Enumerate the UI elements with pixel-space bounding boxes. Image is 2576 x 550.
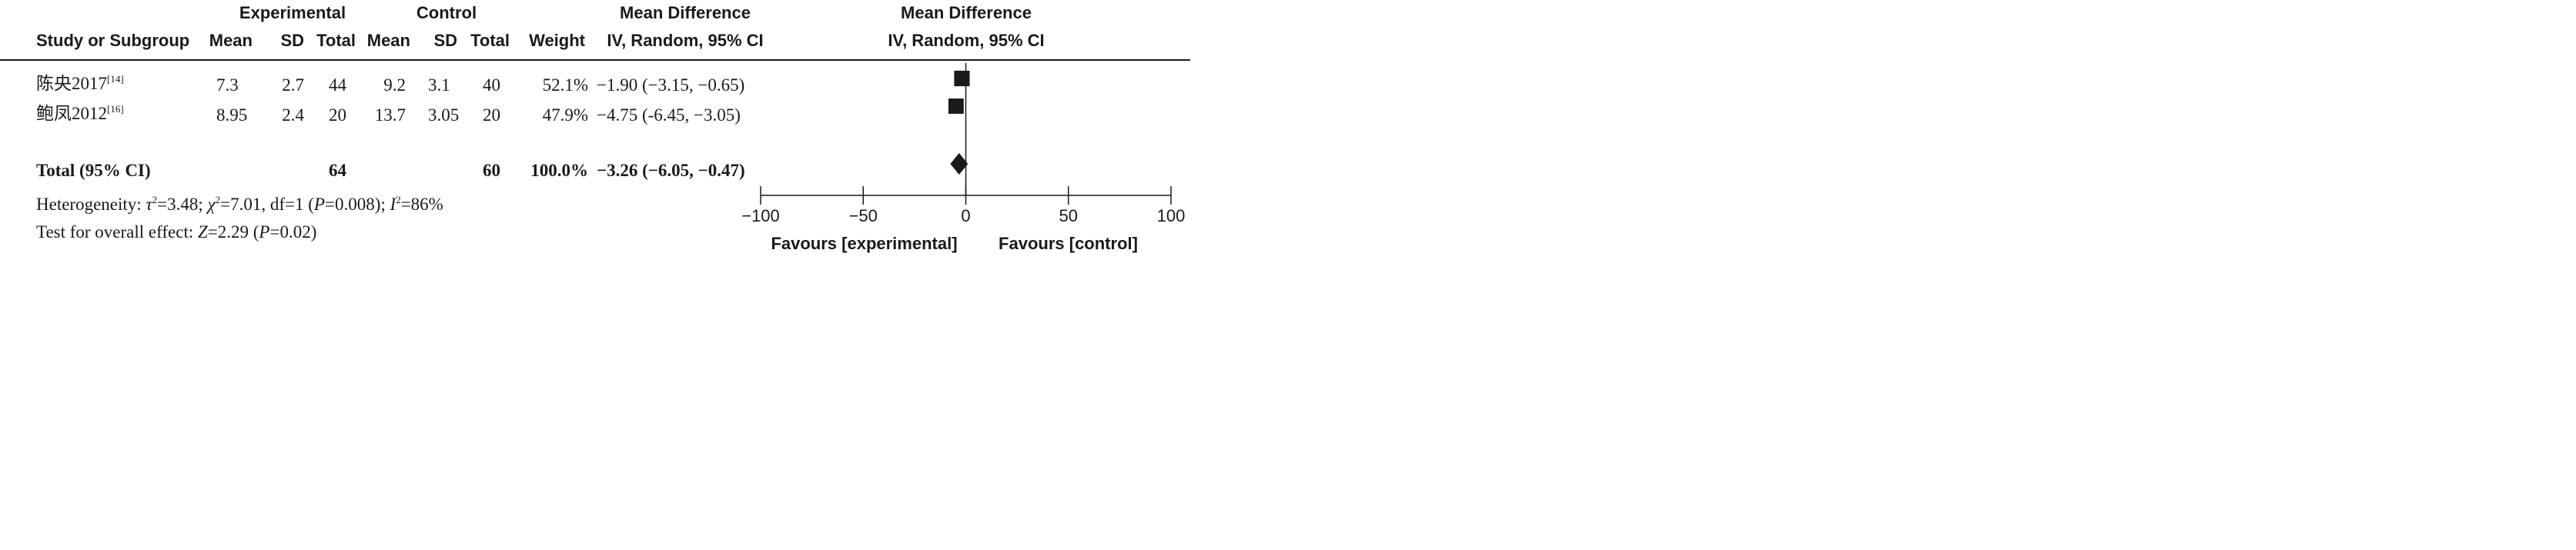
favours-left-label: Favours [experimental] [771,234,958,253]
forest-plot-figure: Experimental Control Mean Difference Mea… [0,0,1190,254]
weight-column-header: Weight [529,31,585,50]
overall-effect-text: Test for overall effect: Z=2.29 (P=0.02) [36,222,317,242]
study-effect-marker [954,70,970,87]
effect-header-right: Mean Difference [901,3,1032,22]
pooled-effect-diamond [950,153,969,175]
x-axis-tick-label: 50 [1059,206,1078,225]
sd1-column-header: SD [280,31,304,50]
study-sd2: 3.05 [428,105,460,125]
study-sd2: 3.1 [428,75,450,95]
study-mean1: 7.3 [216,75,239,95]
total1-column-header: Total [316,31,356,50]
study-name: 鲍凤2012[16] [36,103,124,123]
study-mean1: 8.95 [216,105,248,125]
total-control: 60 [483,161,500,180]
x-axis-tick-label: 0 [961,206,970,225]
study-total1: 20 [329,105,346,125]
study-weight: 47.9% [542,105,588,125]
total-label: Total (95% CI) [36,161,151,180]
mean1-column-header: Mean [209,31,253,50]
x-axis-tick-label: −100 [741,206,780,225]
method-column-header-left: IV, Random, 95% CI [607,31,764,50]
heterogeneity-text: Heterogeneity: τ2=3.48; χ2=7.01, df=1 (P… [36,194,443,214]
study-name: 陈央2017[14] [36,73,124,93]
x-axis-tick-label: 100 [1157,206,1186,225]
favours-right-label: Favours [control] [999,234,1138,253]
total-ci: −3.26 (−6.05, −0.47) [597,161,745,180]
study-ci: −4.75 (-6.45, −3.05) [597,105,741,125]
study-weight: 52.1% [542,75,588,95]
study-total2: 20 [483,105,500,125]
study-sd1: 2.4 [282,105,304,125]
study-effect-marker [948,98,964,114]
x-axis-tick-label: −50 [849,206,878,225]
control-group-header: Control [416,3,477,22]
experimental-group-header: Experimental [239,3,346,22]
study-total2: 40 [483,75,500,95]
study-mean2: 13.7 [374,105,406,125]
mean2-column-header: Mean [366,31,410,50]
method-column-header-right: IV, Random, 95% CI [888,31,1045,50]
study-reference: [14] [107,73,124,85]
total-experimental: 64 [329,161,346,180]
total-weight: 100.0% [530,161,588,180]
forest-plot-marks: −100 −50 0 50 100 [741,63,1185,225]
study-sd1: 2.7 [282,75,304,95]
study-reference: [16] [107,103,124,115]
effect-header-left: Mean Difference [620,3,751,22]
total2-column-header: Total [470,31,510,50]
study-ci: −1.90 (−3.15, −0.65) [597,75,745,95]
study-mean2: 9.2 [383,75,406,95]
sd2-column-header: SD [433,31,457,50]
study-column-header: Study or Subgroup [36,31,190,50]
forest-plot: −100 −50 0 50 100 [0,59,1190,225]
study-total1: 44 [329,75,346,95]
